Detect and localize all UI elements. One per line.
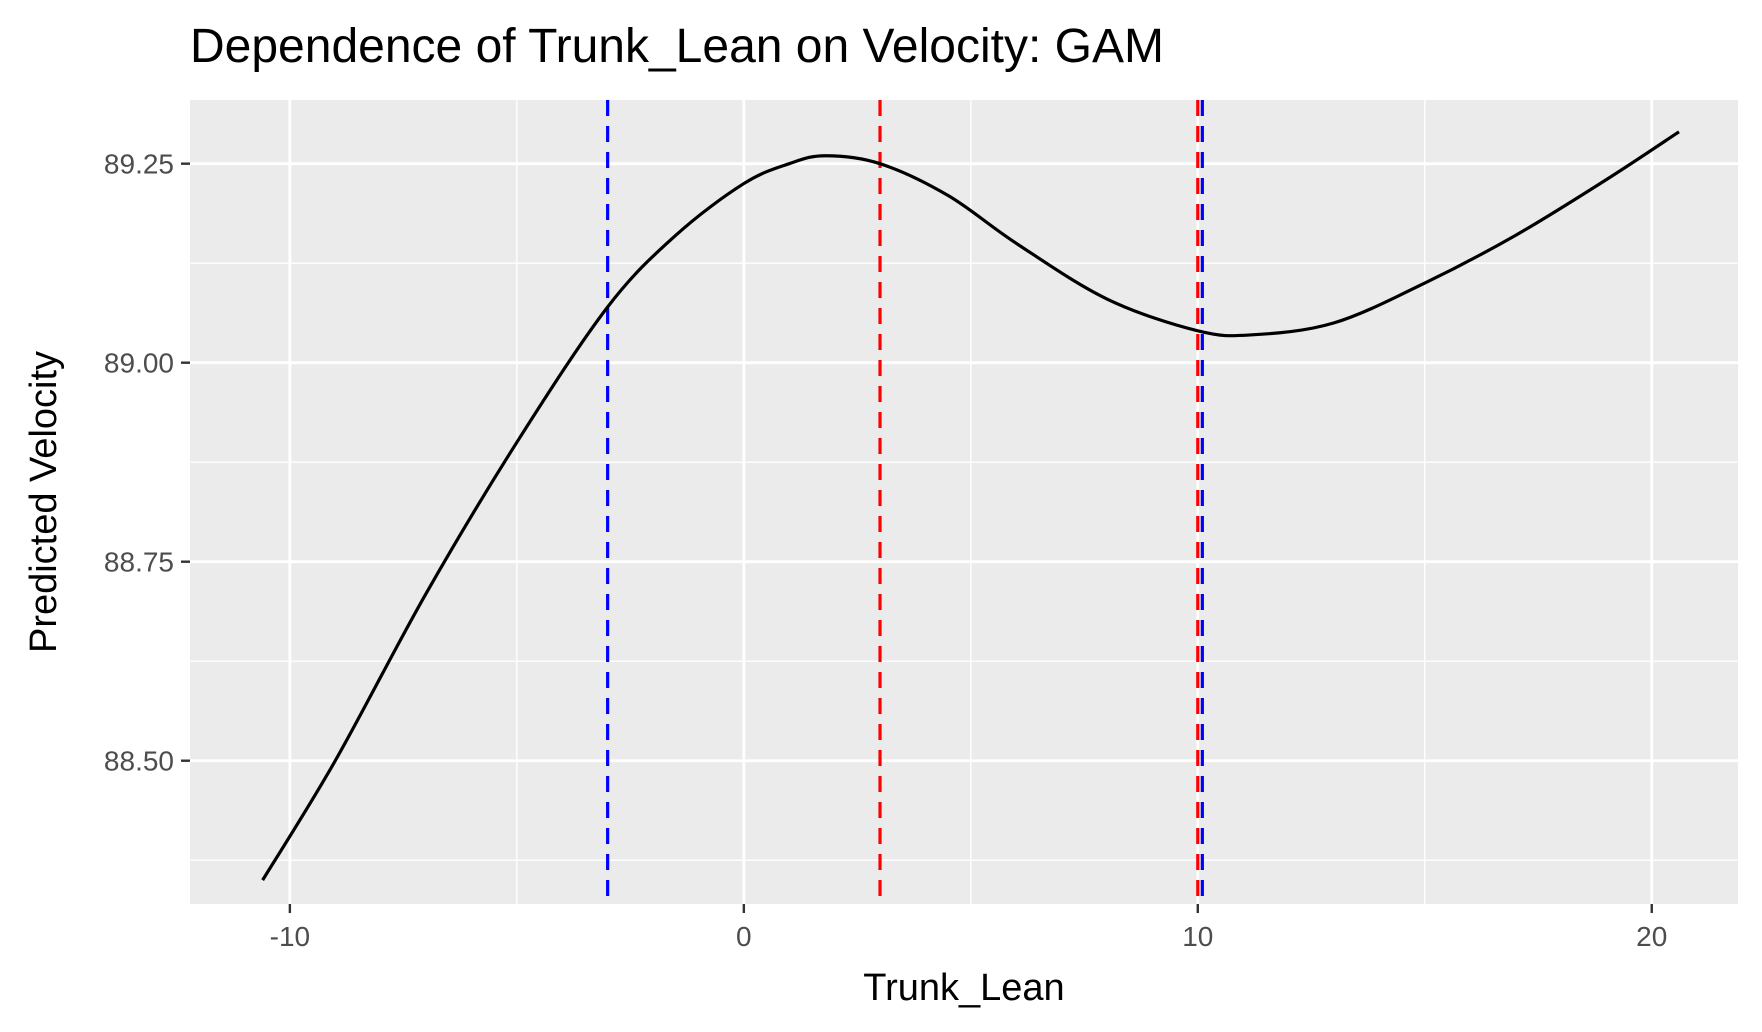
x-axis-title: Trunk_Lean — [863, 967, 1064, 1009]
x-tick-label: -10 — [270, 921, 310, 952]
plot-panel — [190, 100, 1738, 904]
y-tick-label: 88.50 — [104, 746, 174, 777]
x-axis: -10 0 10 20 — [270, 904, 1667, 952]
y-tick-label: 89.00 — [104, 348, 174, 379]
y-tick-label: 89.25 — [104, 149, 174, 180]
gam-fit-line — [261, 130, 1680, 881]
major-gridlines — [190, 100, 1738, 904]
x-tick-label: 0 — [736, 921, 752, 952]
y-axis-title: Predicted Velocity — [23, 351, 65, 653]
series-layer — [261, 130, 1680, 881]
x-tick-label: 20 — [1636, 921, 1667, 952]
y-axis: 88.50 88.75 89.00 89.25 — [104, 149, 190, 777]
y-tick-label: 88.75 — [104, 547, 174, 578]
chart-title: Dependence of Trunk_Lean on Velocity: GA… — [190, 20, 1164, 73]
reference-lines — [606, 100, 1204, 904]
x-tick-label: 10 — [1182, 921, 1213, 952]
minor-gridlines — [190, 100, 1738, 904]
